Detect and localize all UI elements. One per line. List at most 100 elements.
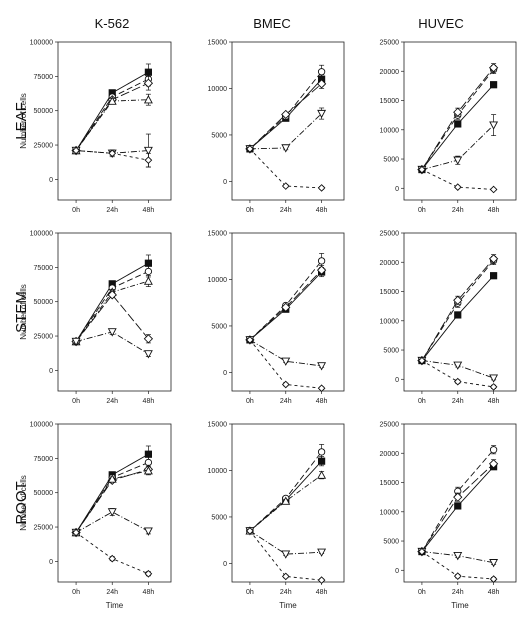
panel-stem-huvec: 0 5000 10000 15000 20000 25000 0h 24h 48h — [380, 231, 517, 405]
y-tick-label: 0 — [49, 368, 53, 375]
data-point-open-diamond-small — [108, 149, 117, 158]
x-axis-label: Time — [451, 601, 469, 610]
y-tick-label: 75000 — [34, 456, 54, 463]
panel-root-k-562: 0 25000 50000 75000 100000 0h 24h 48h Number of … — [19, 422, 172, 610]
x-tick-label: 0h — [418, 207, 426, 214]
y-axis-label: Number of cells — [19, 475, 28, 531]
data-point-open-triangle-down — [453, 552, 463, 561]
x-tick-label: 48h — [143, 398, 155, 405]
data-point-open-triangle-down — [489, 559, 499, 568]
data-point-open-triangle-down — [317, 548, 327, 557]
y-tick-label: 0 — [395, 377, 399, 384]
data-point-open-triangle-down — [107, 508, 117, 517]
data-point-filled-square — [144, 259, 152, 267]
data-point-open-triangle-down — [71, 337, 81, 347]
data-point-open-diamond-small — [489, 185, 498, 194]
x-tick-label: 24h — [106, 398, 118, 405]
column-title-bmec: BMEC — [253, 16, 291, 31]
y-tick-label: 15000 — [208, 40, 228, 47]
data-point-open-circle — [317, 257, 326, 265]
x-tick-label: 48h — [316, 207, 328, 214]
x-tick-label: 24h — [106, 589, 118, 596]
y-tick-label: 0 — [395, 568, 399, 575]
data-point-open-diamond — [453, 295, 463, 305]
data-point-open-diamond — [281, 109, 291, 120]
data-point-open-diamond-small — [281, 182, 290, 190]
panel-stem-k-562: 0 25000 50000 75000 100000 0h 24h 48h Number of … — [19, 231, 172, 405]
y-tick-label: 25000 — [380, 422, 400, 429]
x-tick-label: 24h — [452, 398, 464, 405]
y-tick-label: 75000 — [34, 265, 54, 272]
data-point-open-diamond — [316, 265, 327, 275]
data-point-open-diamond — [107, 290, 117, 300]
y-tick-label: 20000 — [380, 451, 400, 458]
y-tick-label: 100000 — [30, 231, 53, 238]
y-tick-label: 50000 — [34, 299, 54, 306]
x-tick-label: 48h — [488, 207, 500, 214]
x-tick-label: 48h — [143, 207, 155, 214]
y-tick-label: 10000 — [380, 127, 400, 134]
series-line-open-diamond-small — [75, 532, 149, 575]
y-tick-label: 5000 — [383, 157, 399, 164]
data-point-open-triangle-down — [107, 328, 117, 337]
data-point-open-triangle-up — [107, 96, 117, 105]
y-tick-label: 15000 — [208, 231, 228, 238]
data-point-open-diamond — [453, 492, 463, 502]
x-tick-label: 24h — [106, 207, 118, 214]
data-point-open-diamond-small — [453, 377, 462, 386]
y-tick-label: 25000 — [34, 334, 54, 341]
y-tick-label: 15000 — [380, 98, 400, 105]
data-point-open-diamond-small — [418, 165, 426, 174]
series-line-open-diamond-small — [249, 148, 322, 189]
data-point-open-diamond — [143, 78, 154, 88]
data-point-open-triangle-down — [143, 350, 153, 359]
data-point-open-circle — [489, 446, 498, 454]
data-point-open-diamond-small — [246, 336, 254, 344]
y-tick-label: 5000 — [211, 323, 227, 330]
data-point-open-diamond-small — [246, 145, 254, 153]
x-tick-label: 48h — [316, 398, 328, 405]
x-tick-label: 48h — [488, 398, 500, 405]
y-tick-label: 15000 — [208, 422, 228, 429]
data-point-open-circle — [317, 68, 326, 76]
data-point-open-triangle-up — [143, 276, 153, 285]
data-point-open-circle — [144, 267, 153, 276]
panel-frame — [57, 232, 172, 392]
data-point-open-triangle-down — [143, 527, 153, 536]
data-point-open-diamond — [488, 459, 499, 469]
y-tick-label: 20000 — [380, 260, 400, 267]
data-point-open-diamond-small — [489, 575, 498, 583]
series-line-open-circle — [249, 260, 322, 341]
y-tick-label: 15000 — [380, 289, 400, 296]
data-point-open-triangle-down — [281, 357, 291, 366]
row-title-root: ROOT — [13, 481, 30, 524]
data-point-open-diamond-small — [144, 156, 153, 164]
panel-frame — [231, 423, 345, 583]
data-point-open-triangle-up — [143, 95, 153, 104]
x-axis-label: Time — [279, 601, 297, 610]
x-tick-label: 0h — [72, 207, 80, 214]
data-point-open-triangle-up — [107, 474, 117, 483]
panel-root-huvec: 0 5000 10000 15000 20000 25000 0h 24h 48h Time — [380, 422, 517, 610]
data-point-open-triangle-down — [317, 362, 327, 371]
y-tick-label: 10000 — [380, 509, 400, 516]
x-axis-label: Time — [106, 601, 124, 610]
series-line-open-diamond — [421, 258, 494, 361]
y-tick-label: 25000 — [380, 40, 400, 47]
x-tick-label: 48h — [316, 589, 328, 596]
data-point-open-triangle-down — [489, 121, 499, 130]
data-point-open-diamond-small — [317, 184, 326, 192]
y-tick-label: 5000 — [383, 539, 399, 546]
x-tick-label: 48h — [488, 589, 500, 596]
x-tick-label: 0h — [246, 589, 254, 596]
panel-leaf-huvec: 0 5000 10000 15000 20000 25000 0h 24h 48h — [380, 40, 517, 214]
column-title-huvec: HUVEC — [418, 16, 464, 31]
x-tick-label: 24h — [452, 207, 464, 214]
data-point-open-diamond-small — [418, 356, 426, 365]
data-point-open-diamond-small — [418, 547, 426, 556]
data-point-filled-square — [454, 502, 462, 510]
data-point-open-triangle-up — [281, 496, 291, 505]
panel-frame — [403, 232, 517, 392]
series-line-open-diamond-small — [249, 530, 322, 581]
series-line-open-triangle-down — [249, 530, 322, 555]
